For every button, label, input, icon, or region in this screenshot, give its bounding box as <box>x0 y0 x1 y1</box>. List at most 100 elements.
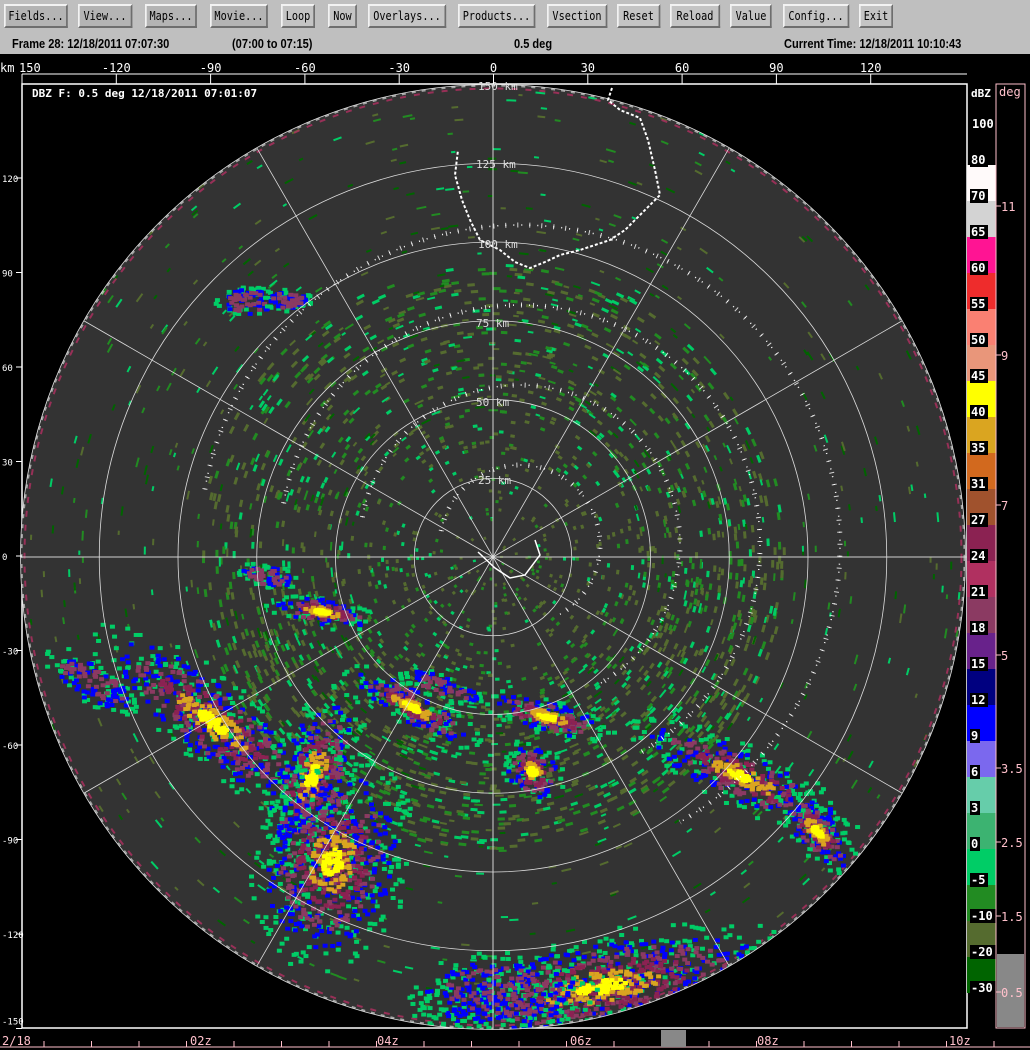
echo-cell <box>748 549 752 557</box>
echo-cell <box>544 328 552 334</box>
echo-cell <box>536 641 542 647</box>
echo-cell <box>945 594 949 600</box>
echo-cell <box>259 730 267 739</box>
echo-cell <box>385 566 390 571</box>
echo-cell <box>432 824 441 830</box>
echo-cell <box>470 537 475 542</box>
echo-cell <box>473 366 480 370</box>
echo-cell <box>376 655 383 662</box>
echo-cell <box>463 445 469 450</box>
echo-cell <box>325 413 333 421</box>
echo-cell <box>751 438 757 447</box>
echo-cell <box>609 395 617 402</box>
echo-cell <box>333 333 342 340</box>
echo-cell <box>567 385 575 391</box>
echo-cell <box>533 736 541 741</box>
echo-cell <box>571 781 579 787</box>
echo-cell <box>704 435 711 443</box>
echo-cell <box>152 538 155 546</box>
echo-cell <box>299 723 305 728</box>
echo-cell <box>393 532 398 537</box>
echo-cell <box>265 834 271 839</box>
echo-cell <box>274 491 280 499</box>
echo-cell <box>325 868 331 873</box>
echo-cell <box>330 627 336 632</box>
echo-cell <box>472 559 477 563</box>
echo-cell <box>266 888 272 893</box>
echo-cell <box>429 749 436 755</box>
echo-cell <box>301 706 307 711</box>
echo-cell <box>340 892 346 897</box>
echo-cell <box>521 318 529 323</box>
echo-cell <box>487 673 493 678</box>
echo-cell <box>363 619 369 624</box>
echo-cell <box>506 679 511 684</box>
echo-cell <box>364 717 372 724</box>
echo-cell <box>254 772 260 777</box>
echo-cell <box>367 796 373 801</box>
echo-cell <box>215 549 219 558</box>
echo-cell <box>476 650 481 655</box>
echo-cell <box>337 751 343 756</box>
echo-cell <box>381 758 389 765</box>
echo-cell <box>391 834 397 839</box>
echo-cell <box>631 590 637 596</box>
echo-cell <box>447 602 452 608</box>
echo-cell <box>397 312 405 319</box>
echo-cell <box>298 768 304 773</box>
echo-cell <box>499 810 507 814</box>
echo-cell <box>329 741 335 746</box>
echo-cell <box>440 350 447 355</box>
echo-cell <box>725 712 732 721</box>
echo-cell <box>321 830 327 835</box>
echo-cell <box>503 593 507 597</box>
echo-cell <box>614 502 620 509</box>
echo-cell <box>370 856 376 861</box>
echo-cell <box>282 840 288 845</box>
echo-cell <box>478 781 486 785</box>
echo-cell <box>434 538 439 543</box>
echo-cell <box>334 835 340 840</box>
echo-cell <box>276 603 282 608</box>
echo-cell <box>546 348 553 354</box>
echo-cell <box>318 792 324 797</box>
echo-cell <box>199 704 205 709</box>
echo-cell <box>355 700 361 705</box>
echo-cell <box>364 860 370 865</box>
echo-cell <box>337 855 343 860</box>
echo-cell <box>375 855 381 860</box>
echo-cell <box>729 631 735 640</box>
echo-cell <box>574 434 581 441</box>
echo-cell <box>548 557 552 561</box>
echo-cell <box>262 723 268 728</box>
echo-cell <box>455 751 462 756</box>
echo-cell <box>187 743 193 748</box>
echo-cell <box>602 352 610 359</box>
echo-cell <box>200 717 206 722</box>
echo-cell <box>29 534 33 540</box>
echo-cell <box>324 323 333 331</box>
echo-cell <box>302 768 308 773</box>
echo-cell <box>723 667 730 676</box>
echo-cell <box>636 316 645 324</box>
echo-cell <box>286 854 292 859</box>
echo-cell <box>314 932 320 937</box>
echo-cell <box>348 809 354 814</box>
echo-cell <box>229 700 235 705</box>
echo-cell <box>588 562 592 567</box>
echo-cell <box>192 669 198 674</box>
echo-cell <box>317 919 323 924</box>
echo-cell <box>286 732 292 737</box>
echo-cell <box>233 476 239 485</box>
echo-cell <box>327 747 333 752</box>
echo-cell <box>218 599 223 608</box>
echo-cell <box>478 373 485 377</box>
echo-cell <box>447 694 454 699</box>
echo-cell <box>208 475 214 484</box>
echo-cell <box>479 384 485 387</box>
echo-cell <box>493 717 500 721</box>
echo-cell <box>291 623 297 631</box>
echo-cell <box>483 777 490 780</box>
echo-cell <box>713 565 717 572</box>
